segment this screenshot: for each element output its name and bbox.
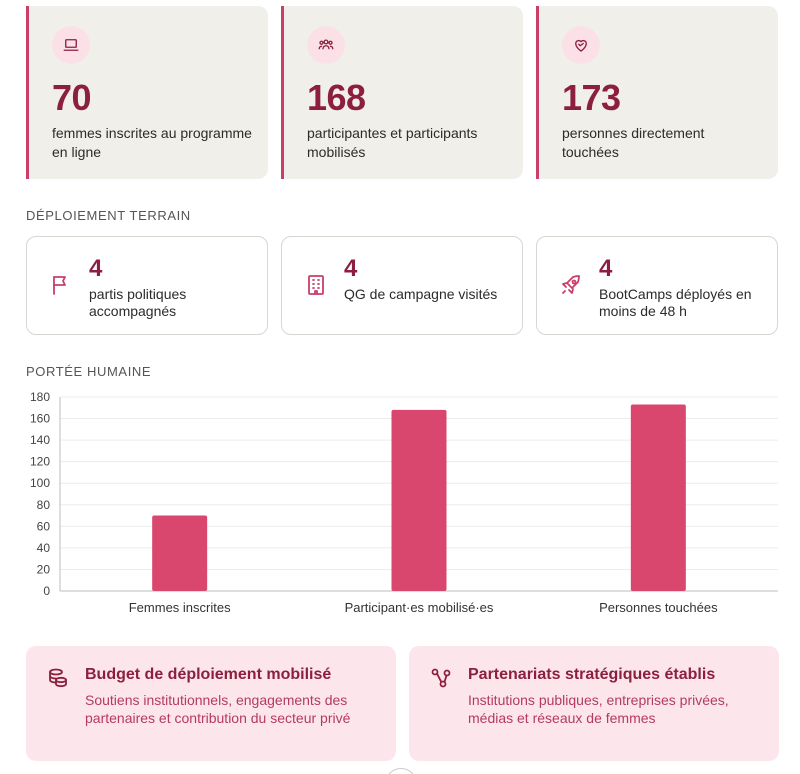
scroll-button[interactable] <box>385 768 417 774</box>
field-label: QG de campagne visités <box>344 286 498 302</box>
field-card-parties: 4 partis politiques accompagnés <box>26 236 268 335</box>
y-tick-label: 120 <box>30 455 50 469</box>
reach-bar-chart: 0 20 40 60 80 100 120 140 160 180 Femmes inscrites… <box>30 390 778 615</box>
stat-value: 70 <box>52 77 92 118</box>
info-card-budget: Budget de déploiement mobilisé Soutiens … <box>26 646 396 761</box>
stat-card-reached: 173 personnes directement touchées <box>536 6 778 179</box>
building-icon <box>308 275 324 295</box>
info-text: Soutiens institutionnels, engagements de… <box>85 692 351 726</box>
field-value: 4 <box>599 255 613 282</box>
info-title: Partenariats stratégiques établis <box>468 666 716 683</box>
coins-icon <box>49 668 67 688</box>
stat-label: participantes et participants mobilisés <box>307 125 478 160</box>
y-tick-label: 160 <box>30 412 50 426</box>
field-card-bootcamps: 4 BootCamps déployés en moins de 48 h <box>536 236 778 335</box>
flag-icon <box>53 276 66 295</box>
stat-card-registered: 70 femmes inscrites au programme en lign… <box>26 6 268 179</box>
field-label: partis politiques accompagnés <box>89 286 187 319</box>
bar <box>391 409 447 591</box>
stat-label: femmes inscrites au programme en ligne <box>52 125 252 160</box>
y-tick-label: 140 <box>30 433 50 447</box>
users-icon <box>307 26 345 64</box>
stat-card-mobilised: 168 participantes et participants mobili… <box>281 6 523 179</box>
heart-handshake-icon <box>562 26 600 64</box>
stat-label: personnes directement touchées <box>562 125 705 160</box>
info-card-partnerships: Partenariats stratégiques établis Instit… <box>409 646 779 761</box>
info-text: Institutions publiques, entreprises priv… <box>468 692 729 726</box>
x-tick-label: Personnes touchées <box>599 600 718 615</box>
y-tick-label: 40 <box>37 541 51 555</box>
bar <box>630 404 686 591</box>
field-value: 4 <box>344 255 358 282</box>
bar <box>152 515 208 591</box>
network-icon <box>431 668 451 688</box>
y-tick-label: 0 <box>43 584 50 598</box>
section-title-field: DÉPLOIEMENT TERRAIN <box>26 208 191 223</box>
y-tick-label: 180 <box>30 390 50 404</box>
field-label: BootCamps déployés en moins de 48 h <box>599 286 752 319</box>
x-tick-label: Participant·es mobilisé·es <box>345 600 494 615</box>
y-tick-label: 80 <box>37 498 51 512</box>
info-title: Budget de déploiement mobilisé <box>85 666 332 683</box>
section-title-reach: PORTÉE HUMAINE <box>26 364 152 379</box>
y-tick-label: 60 <box>37 519 51 533</box>
y-tick-label: 20 <box>37 562 51 576</box>
stat-value: 173 <box>562 77 621 118</box>
field-value: 4 <box>89 255 103 282</box>
y-tick-label: 100 <box>30 476 50 490</box>
x-tick-label: Femmes inscrites <box>129 600 231 615</box>
rocket-icon <box>562 275 580 294</box>
field-card-hq: 4 QG de campagne visités <box>281 236 523 335</box>
stat-value: 168 <box>307 77 366 118</box>
laptop-icon <box>52 26 90 64</box>
